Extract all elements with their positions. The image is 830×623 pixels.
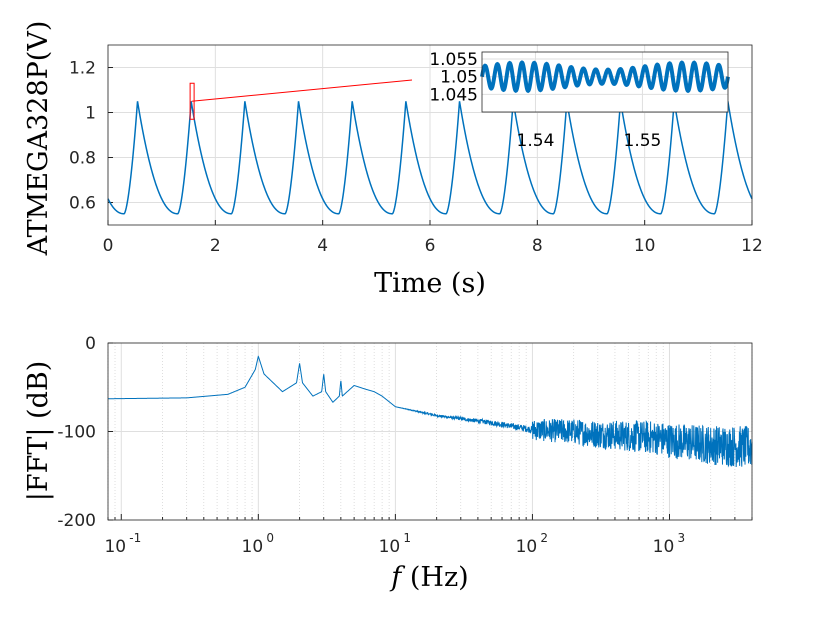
inset-oscillation-line — [480, 60, 730, 94]
inset-y-tick-label: 1.055 — [429, 50, 478, 70]
bottom-y-axis-label: |FFT| (dB) — [23, 361, 54, 501]
bottom-x-tick-base: 10 — [516, 537, 538, 557]
bottom-x-tick-base: 10 — [104, 537, 126, 557]
top-y-tick-labels: 0.6 0.8 1 1.2 — [69, 59, 96, 214]
bottom-x-axis-label: f (Hz) — [389, 562, 468, 593]
bottom-y-tick-label: 0 — [85, 334, 96, 354]
top-y-tick-label: 1 — [85, 104, 96, 124]
bottom-chart-panel: 10 -1 10 0 10 1 10 2 10 3 0-100-200 f (Hz) |FFT| … — [23, 334, 753, 593]
bottom-x-tick-base: 10 — [242, 537, 264, 557]
top-x-tick-label: 4 — [317, 236, 328, 256]
top-y-tick-label: 0.6 — [69, 194, 96, 214]
top-y-axis-label: ATMEGA328P(V) — [23, 21, 54, 257]
top-x-tick-label: 2 — [210, 236, 221, 256]
bottom-x-tick-exponent: 2 — [540, 531, 548, 545]
top-y-tick-label: 1.2 — [69, 59, 96, 79]
inset-x-tick-labels: 1.54 1.55 — [517, 131, 662, 151]
bottom-x-tick-exponent: 0 — [266, 531, 274, 545]
bottom-y-tick-label: -100 — [57, 423, 96, 443]
bottom-x-tick-label: 10 2 — [516, 531, 548, 557]
top-x-axis-label: Time (s) — [374, 268, 486, 299]
top-voltage-series-line — [107, 101, 753, 215]
top-axes-frame — [107, 44, 753, 226]
inset-y-tick-label: 1.05 — [440, 68, 478, 88]
top-x-tick-label: 8 — [532, 236, 543, 256]
top-x-tick-labels: 0 2 4 6 8 10 12 — [103, 236, 763, 256]
zoom-connector-line — [191, 79, 413, 102]
top-chart-panel: 0 2 4 6 8 10 12 0.6 0.8 1 1.2 Time (s) ATMEGA328P… — [23, 21, 763, 299]
bottom-y-tick-labels: 0 -100 -200 — [57, 334, 96, 531]
bottom-y-tick-label: -200 — [57, 511, 96, 531]
bottom-x-axis-label-unit: (Hz) — [401, 562, 468, 593]
top-x-tick-label: 6 — [425, 236, 436, 256]
bottom-x-tick-exponent: -1 — [129, 531, 141, 545]
bottom-x-tick-base: 10 — [379, 537, 401, 557]
bottom-x-axis-label-symbol: f — [389, 562, 405, 593]
inset-y-tick-label: 1.045 — [429, 85, 478, 105]
top-x-tick-label: 0 — [103, 236, 114, 256]
bottom-x-tick-exponent: 1 — [403, 531, 411, 545]
top-x-tick-label: 10 — [634, 236, 656, 256]
top-x-tick-label: 12 — [741, 236, 763, 256]
bottom-x-tick-label: 10 3 — [653, 531, 685, 557]
bottom-grid — [107, 342, 753, 521]
bottom-x-tick-label: 10 -1 — [104, 531, 141, 557]
bottom-x-tick-label: 10 1 — [379, 531, 411, 557]
bottom-x-tick-base: 10 — [653, 537, 675, 557]
bottom-x-tick-exponent: 3 — [677, 531, 685, 545]
top-y-tick-label: 0.8 — [69, 149, 96, 169]
inset-frame — [481, 51, 729, 113]
bottom-x-tick-labels: 10 -1 10 0 10 1 10 2 10 3 — [104, 531, 685, 557]
bottom-axes-frame — [107, 342, 753, 521]
bottom-x-tick-label: 10 0 — [242, 531, 274, 557]
bottom-fft-series-line — [108, 355, 753, 468]
inset-x-tick-label: 1.54 — [517, 131, 555, 151]
inset-x-tick-label: 1.55 — [624, 131, 662, 151]
